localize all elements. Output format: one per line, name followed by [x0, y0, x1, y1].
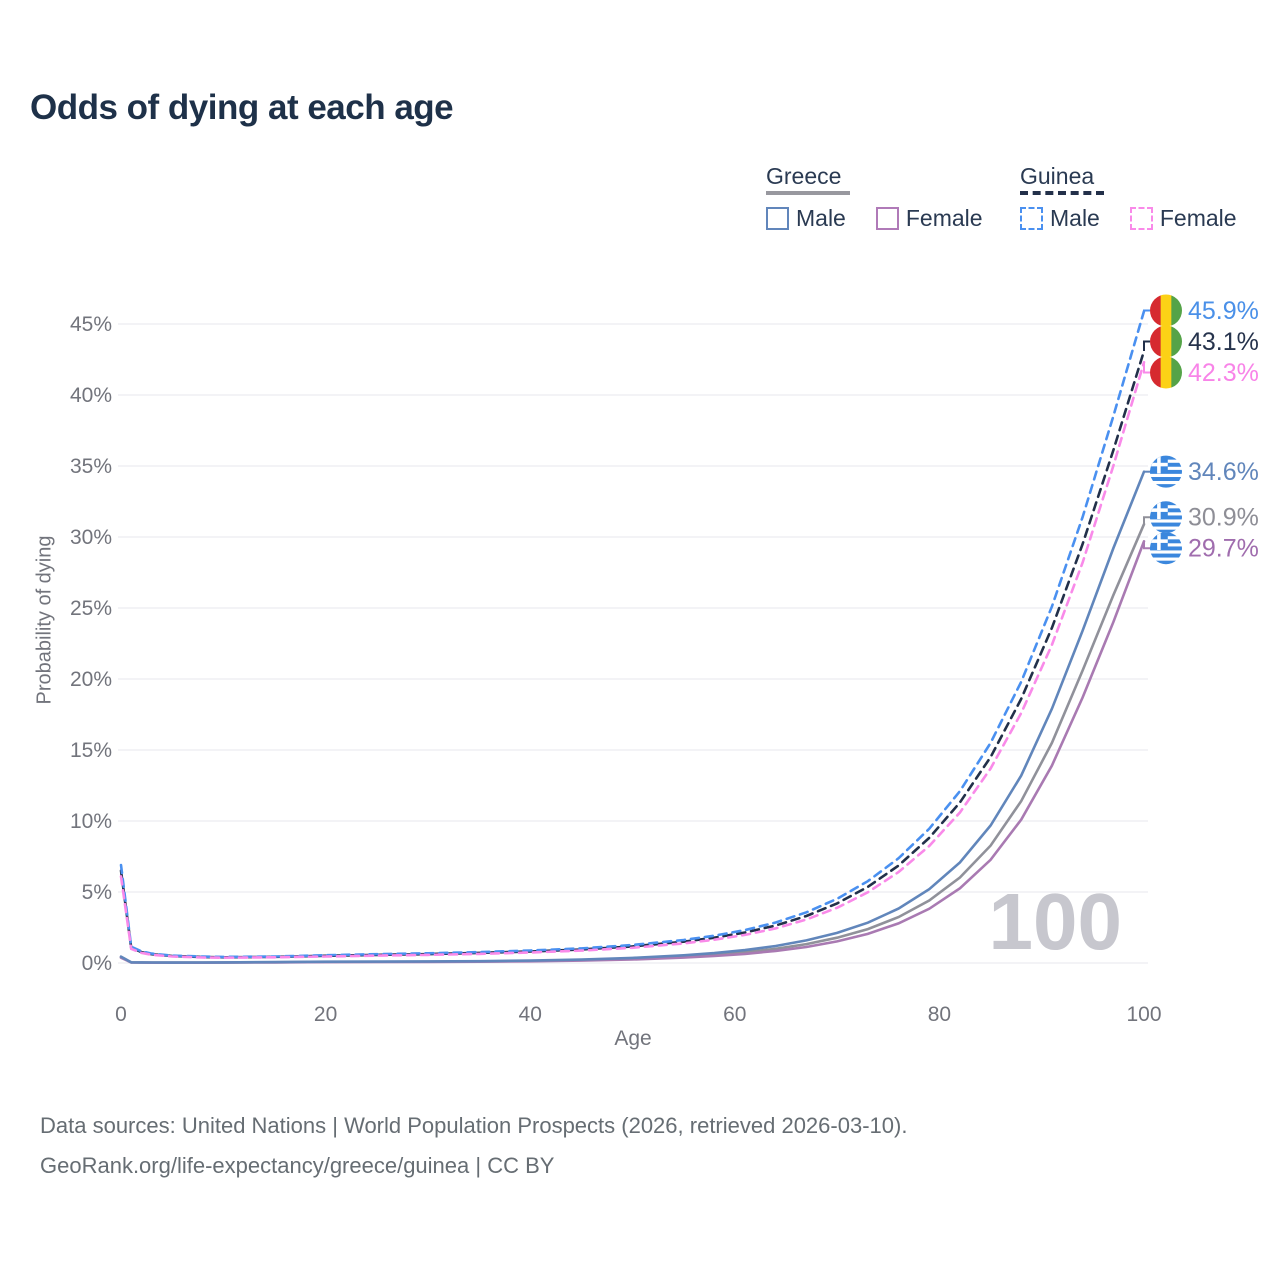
x-tick-label: 0: [115, 1003, 127, 1026]
attribution: Data sources: United Nations | World Pop…: [40, 1106, 907, 1186]
guinea-male-swatch-icon: [1020, 207, 1043, 230]
chart-title: Odds of dying at each age: [30, 88, 454, 127]
series-line-greece-male[interactable]: [119, 470, 1146, 964]
y-tick-label: 0%: [82, 952, 112, 975]
x-tick-label: 80: [928, 1003, 951, 1026]
legend-label: Male: [796, 205, 846, 231]
legend-label: Female: [1159, 205, 1237, 231]
y-tick-label: 10%: [70, 810, 112, 833]
legend-group-greece: Greece Male Female: [766, 163, 983, 232]
y-tick-label: 35%: [70, 455, 112, 478]
greece-male-swatch-icon: [766, 207, 789, 230]
end-label-connector: [1143, 516, 1150, 525]
flag-greece-icon: [1150, 532, 1182, 565]
legend-item-guinea-female[interactable]: Female: [1129, 205, 1237, 232]
x-tick-label: 20: [314, 1003, 337, 1026]
age-watermark: 100: [989, 877, 1122, 966]
license-line: GeoRank.org/life-expectancy/greece/guine…: [40, 1153, 555, 1179]
x-tick-label: 60: [723, 1003, 746, 1026]
end-label-connector: [1143, 362, 1150, 374]
legend-items-greece: Male Female: [766, 205, 983, 232]
end-label-greece-female: 29.7%: [1188, 535, 1259, 563]
y-tick-label: 15%: [70, 739, 112, 762]
y-tick-label: 25%: [70, 597, 112, 620]
flag-greece-icon: [1150, 455, 1182, 488]
series-line-guinea-both[interactable]: [119, 349, 1146, 959]
flag-greece-icon: [1150, 501, 1182, 534]
y-tick-label: 5%: [82, 881, 112, 904]
end-label-connector: [1143, 340, 1150, 351]
end-label-guinea-male: 45.9%: [1188, 297, 1259, 325]
legend-items-guinea: Male Female: [1020, 205, 1237, 232]
flag-guinea-icon: [1150, 356, 1182, 389]
end-label-greece-both: 30.9%: [1188, 504, 1259, 532]
flag-guinea-icon: [1150, 294, 1182, 327]
end-label-guinea-female: 42.3%: [1188, 359, 1259, 387]
legend-guinea-header[interactable]: Guinea: [1020, 163, 1104, 195]
legend-group-guinea: Guinea Male Female: [1020, 163, 1237, 232]
end-label-guinea-both: 43.1%: [1188, 328, 1259, 356]
end-label-connector: [1143, 541, 1150, 550]
y-tick-label: 40%: [70, 384, 112, 407]
end-label-greece-male: 34.6%: [1188, 458, 1259, 486]
x-tick-label: 40: [519, 1003, 542, 1026]
x-tick-label: 100: [1126, 1003, 1161, 1026]
y-tick-label: 30%: [70, 526, 112, 549]
legend-label: Male: [1050, 205, 1100, 231]
end-label-connector: [1143, 309, 1150, 312]
flag-guinea-icon: [1150, 325, 1182, 358]
legend-item-greece-male[interactable]: Male: [766, 205, 846, 232]
x-axis-title: Age: [614, 1027, 652, 1050]
legend-item-greece-female[interactable]: Female: [875, 205, 983, 232]
data-source-line: Data sources: United Nations | World Pop…: [40, 1113, 908, 1138]
greece-female-swatch-icon: [875, 207, 899, 230]
guinea-female-swatch-icon: [1129, 207, 1153, 230]
legend-label: Female: [905, 205, 983, 231]
y-tick-label: 45%: [70, 313, 112, 336]
series-line-guinea-female[interactable]: [119, 360, 1146, 960]
legend-greece-header[interactable]: Greece: [766, 163, 850, 195]
legend-item-guinea-male[interactable]: Male: [1020, 205, 1100, 232]
y-tick-label: 20%: [70, 668, 112, 691]
